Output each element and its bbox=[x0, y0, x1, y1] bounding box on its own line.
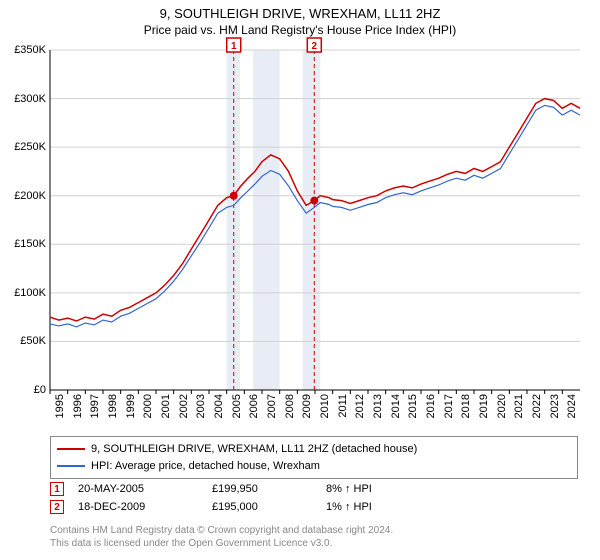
x-tick-label: 2017 bbox=[443, 394, 455, 418]
x-tick-label: 2013 bbox=[372, 394, 384, 418]
marker-date: 18-DEC-2009 bbox=[78, 501, 198, 513]
marker-date: 20-MAY-2005 bbox=[78, 483, 198, 495]
x-tick-label: 2012 bbox=[354, 394, 366, 418]
x-tick-label: 2019 bbox=[478, 394, 490, 418]
svg-text:1: 1 bbox=[231, 41, 237, 52]
y-tick-label: £300K bbox=[14, 93, 46, 105]
x-tick-label: 2008 bbox=[284, 394, 296, 418]
marker-price: £199,950 bbox=[212, 483, 312, 495]
x-tick-label: 2007 bbox=[266, 394, 278, 418]
x-tick-label: 2006 bbox=[248, 394, 260, 418]
x-tick-label: 2002 bbox=[178, 394, 190, 418]
x-tick-label: 2010 bbox=[319, 394, 331, 418]
x-tick-label: 2020 bbox=[496, 394, 508, 418]
svg-text:2: 2 bbox=[312, 41, 318, 52]
x-tick-label: 2011 bbox=[337, 394, 349, 418]
x-tick-label: 1995 bbox=[54, 394, 66, 418]
marker-number-box: 1 bbox=[50, 482, 64, 496]
x-tick-label: 2021 bbox=[513, 394, 525, 418]
x-tick-label: 2014 bbox=[390, 394, 402, 418]
chart-svg: 12 bbox=[50, 50, 580, 390]
marker-table: 1 20-MAY-2005 £199,950 8% ↑ HPI 2 18-DEC-2009… bbox=[50, 480, 578, 516]
marker-number-box: 2 bbox=[50, 500, 64, 514]
legend-label: 9, SOUTHLEIGH DRIVE, WREXHAM, LL11 2HZ (… bbox=[91, 441, 417, 458]
x-tick-label: 2004 bbox=[213, 394, 225, 418]
x-tick-label: 2024 bbox=[566, 394, 578, 418]
x-tick-label: 1999 bbox=[125, 394, 137, 418]
y-tick-label: £350K bbox=[14, 44, 46, 56]
marker-price: £195,000 bbox=[212, 501, 312, 513]
x-tick-label: 2001 bbox=[160, 394, 172, 418]
x-tick-label: 1996 bbox=[72, 394, 84, 418]
y-tick-label: £150K bbox=[14, 238, 46, 250]
x-tick-label: 2000 bbox=[142, 394, 154, 418]
legend-item: HPI: Average price, detached house, Wrex… bbox=[57, 458, 571, 475]
y-tick-label: £100K bbox=[14, 287, 46, 299]
x-tick-label: 2022 bbox=[531, 394, 543, 418]
x-tick-label: 1998 bbox=[107, 394, 119, 418]
y-tick-label: £250K bbox=[14, 141, 46, 153]
y-tick-label: £50K bbox=[20, 335, 46, 347]
legend-item: 9, SOUTHLEIGH DRIVE, WREXHAM, LL11 2HZ (… bbox=[57, 441, 571, 458]
chart-plot-area: 12 bbox=[50, 50, 580, 390]
legend-label: HPI: Average price, detached house, Wrex… bbox=[91, 458, 320, 475]
x-tick-label: 2015 bbox=[407, 394, 419, 418]
legend: 9, SOUTHLEIGH DRIVE, WREXHAM, LL11 2HZ (… bbox=[50, 436, 578, 479]
x-tick-label: 2018 bbox=[460, 394, 472, 418]
footer-line2: This data is licensed under the Open Gov… bbox=[50, 537, 393, 550]
marker-delta: 8% ↑ HPI bbox=[326, 483, 426, 495]
marker-row: 2 18-DEC-2009 £195,000 1% ↑ HPI bbox=[50, 498, 578, 516]
marker-delta: 1% ↑ HPI bbox=[326, 501, 426, 513]
footer-line1: Contains HM Land Registry data © Crown c… bbox=[50, 524, 393, 537]
y-axis: £0£50K£100K£150K£200K£250K£300K£350K bbox=[0, 50, 48, 390]
x-axis: 1995 1996 1997 1998 1999 2000 2001 2002 2003 2004… bbox=[50, 392, 580, 442]
marker-row: 1 20-MAY-2005 £199,950 8% ↑ HPI bbox=[50, 480, 578, 498]
chart-title: 9, SOUTHLEIGH DRIVE, WREXHAM, LL11 2HZ bbox=[0, 0, 600, 21]
legend-swatch bbox=[57, 465, 85, 467]
x-tick-label: 2016 bbox=[425, 394, 437, 418]
footer-attribution: Contains HM Land Registry data © Crown c… bbox=[50, 524, 393, 550]
x-tick-label: 2005 bbox=[231, 394, 243, 418]
x-tick-label: 2003 bbox=[195, 394, 207, 418]
y-tick-label: £200K bbox=[14, 190, 46, 202]
y-tick-label: £0 bbox=[34, 384, 46, 396]
legend-swatch bbox=[57, 448, 85, 450]
chart-subtitle: Price paid vs. HM Land Registry's House … bbox=[0, 21, 600, 41]
x-tick-label: 2023 bbox=[549, 394, 561, 418]
x-tick-label: 1997 bbox=[89, 394, 101, 418]
x-tick-label: 2009 bbox=[301, 394, 313, 418]
